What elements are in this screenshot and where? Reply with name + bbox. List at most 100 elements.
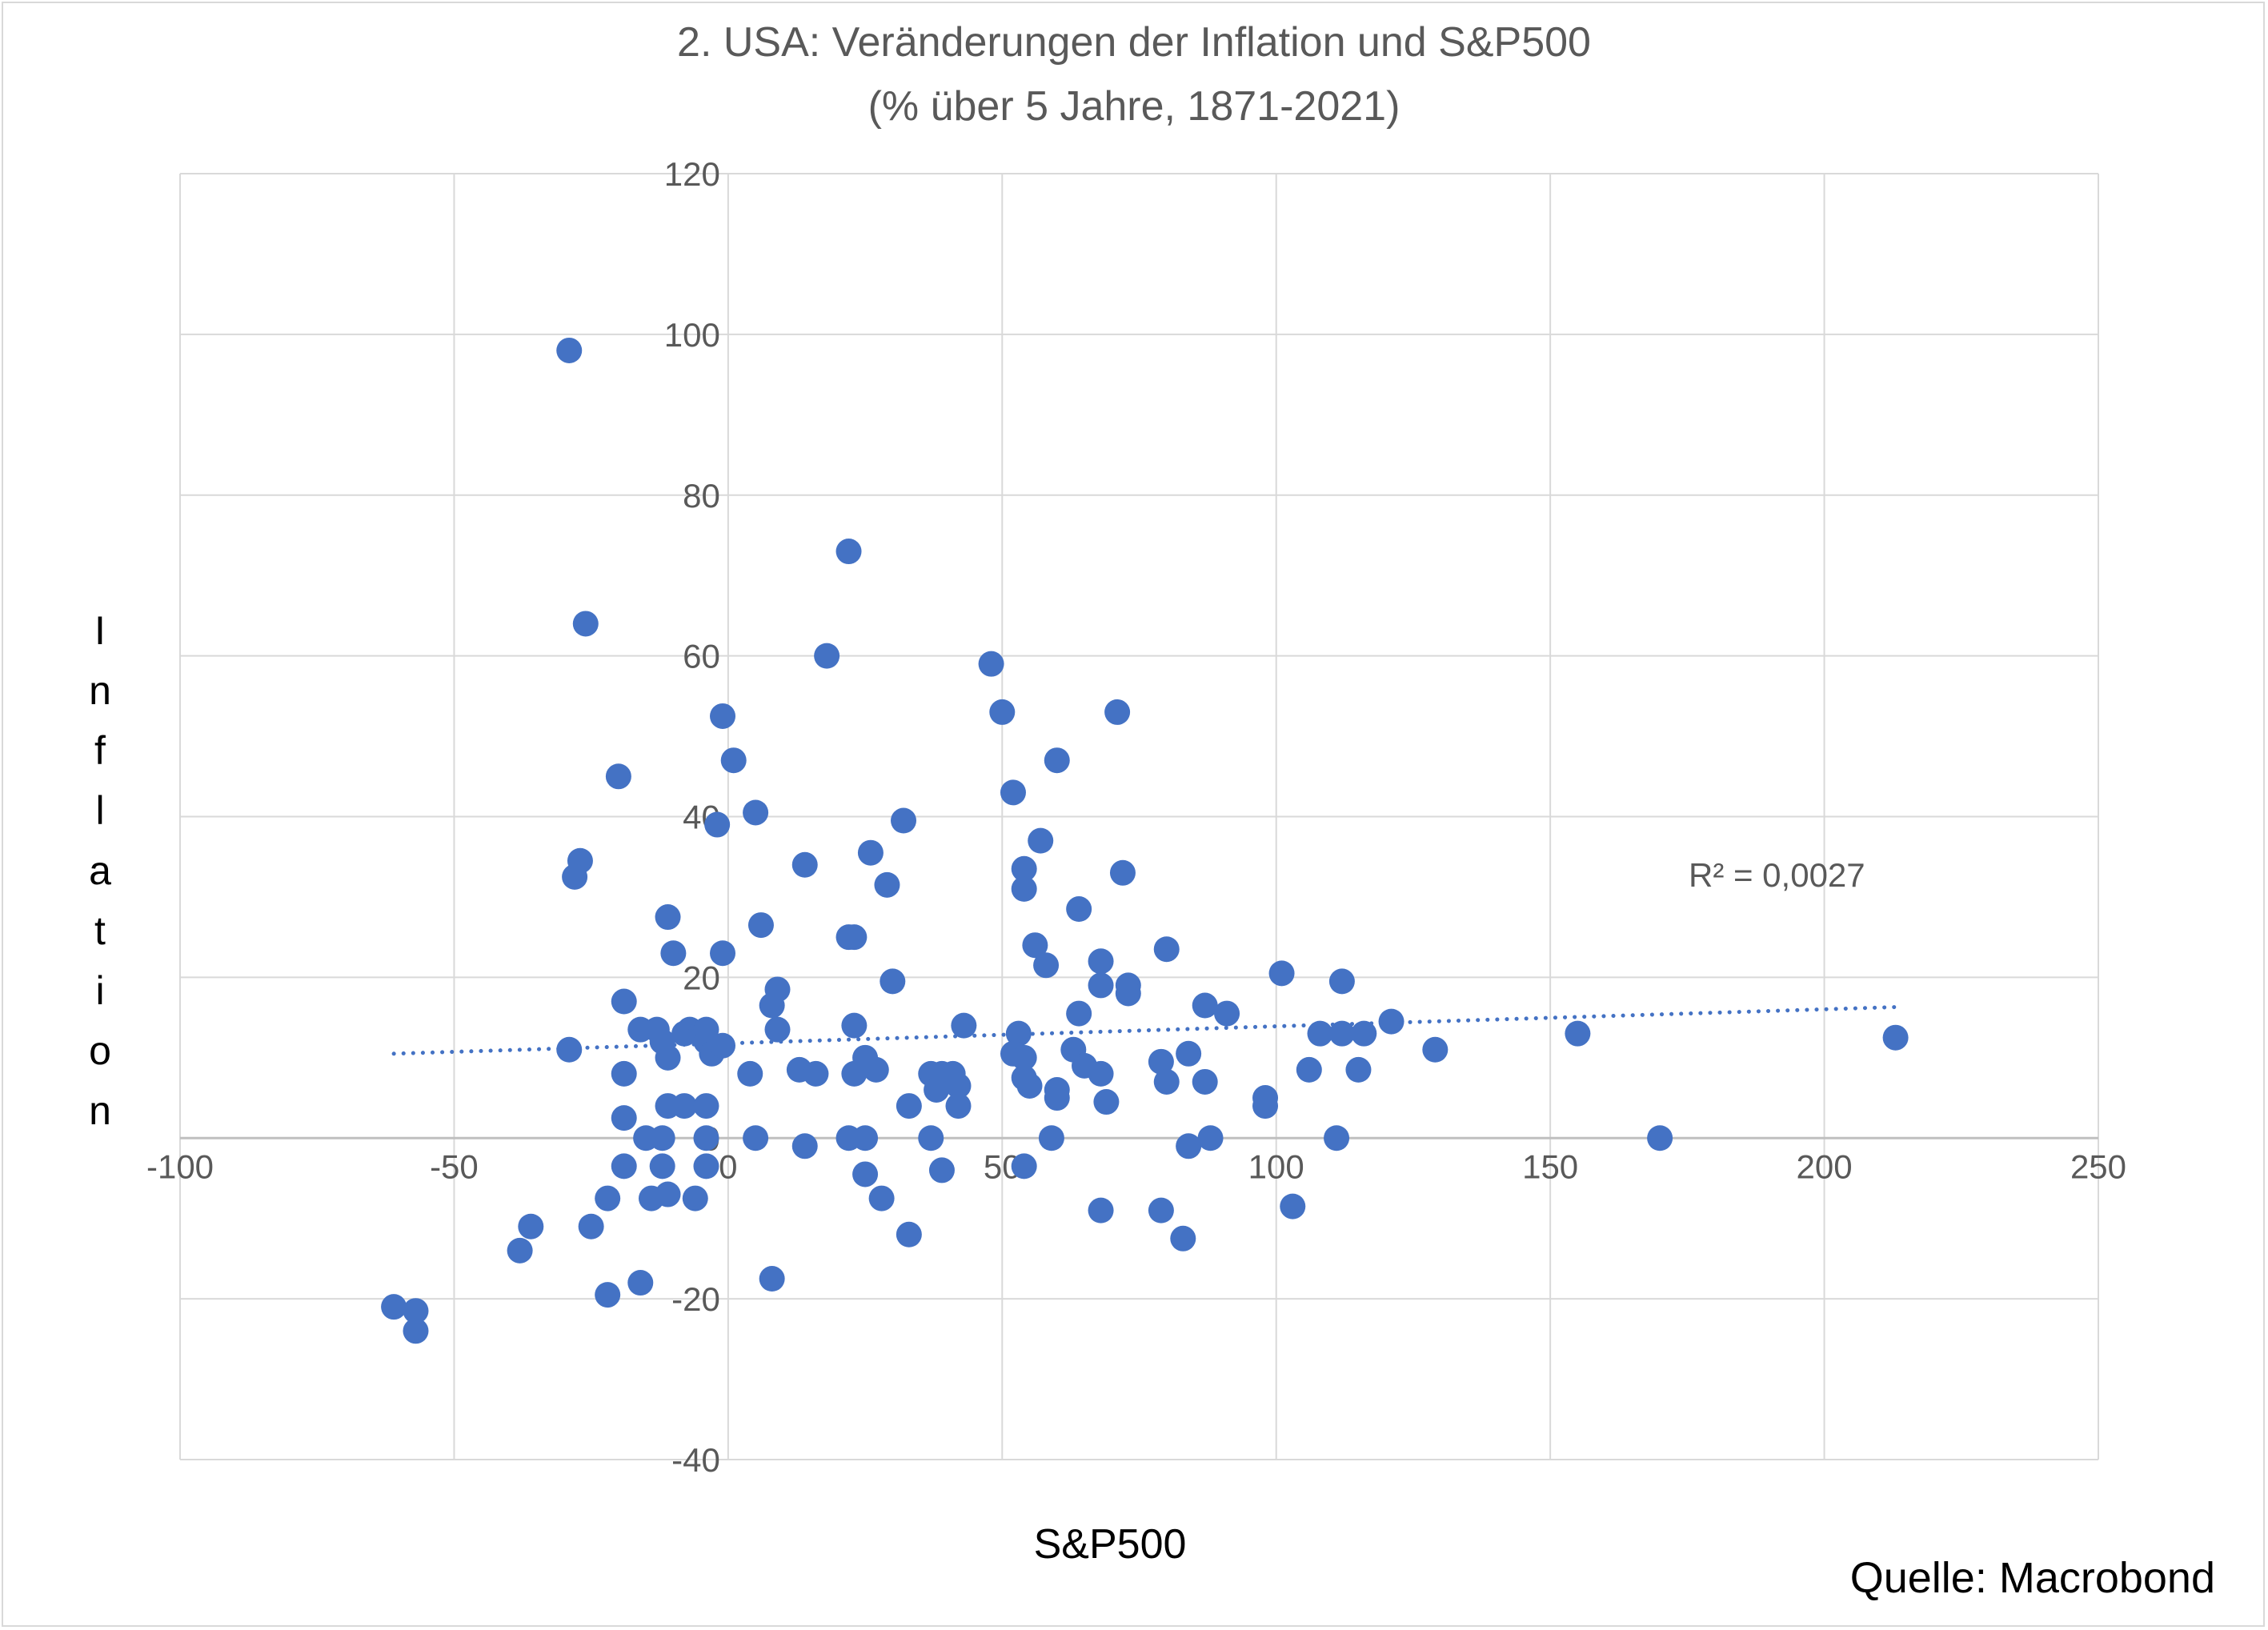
data-point-6 bbox=[989, 699, 1016, 725]
data-point-62 bbox=[951, 1012, 977, 1039]
y-tick-label-6: 80 bbox=[683, 477, 720, 515]
data-point-34 bbox=[1153, 936, 1180, 963]
data-point-1 bbox=[572, 611, 599, 637]
data-point-74 bbox=[737, 1060, 763, 1087]
data-point-140 bbox=[759, 1266, 785, 1292]
data-point-124 bbox=[1011, 1153, 1037, 1179]
data-point-95 bbox=[1176, 1040, 1202, 1067]
data-point-67 bbox=[1307, 1020, 1333, 1047]
y-axis-label-char-1: n bbox=[89, 668, 111, 713]
data-point-63 bbox=[1005, 1020, 1032, 1047]
y-tick-label-5: 60 bbox=[683, 638, 720, 675]
data-point-104 bbox=[896, 1093, 922, 1119]
data-point-102 bbox=[655, 1093, 681, 1119]
data-point-48 bbox=[556, 1036, 583, 1063]
data-point-24 bbox=[1066, 896, 1092, 923]
data-point-46 bbox=[1066, 1000, 1092, 1027]
data-point-0 bbox=[556, 337, 583, 363]
data-point-23 bbox=[1109, 859, 1136, 886]
data-point-105 bbox=[611, 1105, 637, 1131]
y-axis-label-char-8: n bbox=[89, 1088, 111, 1133]
data-point-13 bbox=[704, 811, 731, 838]
data-point-117 bbox=[791, 1133, 818, 1159]
data-point-119 bbox=[611, 1153, 637, 1179]
data-point-43 bbox=[764, 976, 791, 1003]
data-point-137 bbox=[1280, 1193, 1306, 1219]
x-tick-label-5: 150 bbox=[1522, 1147, 1578, 1185]
data-point-109 bbox=[743, 1125, 769, 1151]
data-point-91 bbox=[1088, 1060, 1114, 1087]
data-point-134 bbox=[1088, 1197, 1114, 1224]
data-point-85 bbox=[945, 1093, 972, 1119]
grid bbox=[179, 173, 2099, 1460]
y-axis-label: Inflation bbox=[89, 608, 111, 1133]
data-point-70 bbox=[1422, 1036, 1449, 1063]
data-point-44 bbox=[1192, 992, 1218, 1019]
x-tick-label-2: 0 bbox=[719, 1147, 737, 1185]
data-point-131 bbox=[518, 1213, 544, 1240]
data-point-68 bbox=[1328, 1020, 1355, 1047]
data-point-32 bbox=[1033, 952, 1060, 979]
data-point-15 bbox=[1028, 827, 1054, 854]
data-point-108 bbox=[693, 1125, 719, 1151]
x-tick-label-6: 200 bbox=[1797, 1147, 1853, 1185]
data-point-87 bbox=[1016, 1072, 1043, 1099]
data-point-41 bbox=[611, 988, 637, 1015]
data-point-98 bbox=[1252, 1093, 1279, 1119]
x-axis-tick-labels: -100 -50 0 50 100 150 200 250 bbox=[146, 1147, 2126, 1185]
data-point-122 bbox=[852, 1161, 879, 1187]
data-point-89 bbox=[1044, 1085, 1070, 1111]
chart-subtitle: (% über 5 Jahre, 1871-2021) bbox=[868, 83, 1400, 130]
data-point-123 bbox=[928, 1157, 955, 1183]
data-point-135 bbox=[1148, 1197, 1174, 1224]
data-point-116 bbox=[1647, 1125, 1673, 1151]
data-point-36 bbox=[880, 968, 906, 995]
data-point-130 bbox=[578, 1213, 604, 1240]
data-point-26 bbox=[655, 904, 681, 931]
data-point-125 bbox=[595, 1185, 621, 1211]
trendline-group bbox=[391, 1005, 1898, 1056]
data-point-61 bbox=[841, 1012, 868, 1039]
data-point-94 bbox=[1153, 1068, 1180, 1095]
data-point-2 bbox=[835, 539, 862, 565]
data-point-8 bbox=[720, 747, 747, 774]
data-point-93 bbox=[1148, 1048, 1174, 1075]
data-point-76 bbox=[803, 1060, 829, 1087]
data-point-112 bbox=[918, 1125, 944, 1151]
y-axis-label-char-7: o bbox=[89, 1028, 111, 1073]
data-point-47 bbox=[1378, 1008, 1404, 1035]
data-point-35 bbox=[1268, 960, 1295, 987]
y-tick-label-3: 20 bbox=[683, 959, 720, 996]
data-point-113 bbox=[1038, 1125, 1064, 1151]
data-point-31 bbox=[1022, 932, 1048, 959]
data-point-84 bbox=[945, 1072, 972, 1099]
data-point-40 bbox=[1328, 968, 1355, 995]
data-point-9 bbox=[1044, 747, 1070, 774]
data-point-99 bbox=[1296, 1056, 1322, 1083]
data-point-103 bbox=[693, 1093, 719, 1119]
data-point-29 bbox=[710, 940, 736, 967]
data-point-18 bbox=[791, 851, 818, 878]
data-point-120 bbox=[649, 1153, 675, 1179]
data-point-10 bbox=[605, 763, 631, 790]
x-tick-label-7: 250 bbox=[2070, 1147, 2126, 1185]
data-point-19 bbox=[857, 839, 884, 866]
data-point-22 bbox=[1011, 875, 1037, 902]
x-tick-label-0: -100 bbox=[146, 1147, 214, 1185]
y-tick-label-0: -40 bbox=[671, 1441, 720, 1479]
source-note: Quelle: Macrobond bbox=[1850, 1554, 2215, 1602]
trendline bbox=[391, 1005, 1898, 1056]
data-point-127 bbox=[655, 1181, 681, 1207]
data-point-30 bbox=[660, 940, 687, 967]
y-tick-label-8: 120 bbox=[664, 155, 720, 193]
data-point-139 bbox=[595, 1282, 621, 1308]
data-point-5 bbox=[710, 703, 736, 729]
data-points bbox=[381, 337, 1909, 1344]
data-point-118 bbox=[1176, 1133, 1202, 1159]
data-point-79 bbox=[863, 1056, 889, 1083]
data-point-129 bbox=[868, 1185, 895, 1211]
y-axis-label-char-6: i bbox=[95, 968, 104, 1013]
data-point-25 bbox=[747, 912, 774, 939]
